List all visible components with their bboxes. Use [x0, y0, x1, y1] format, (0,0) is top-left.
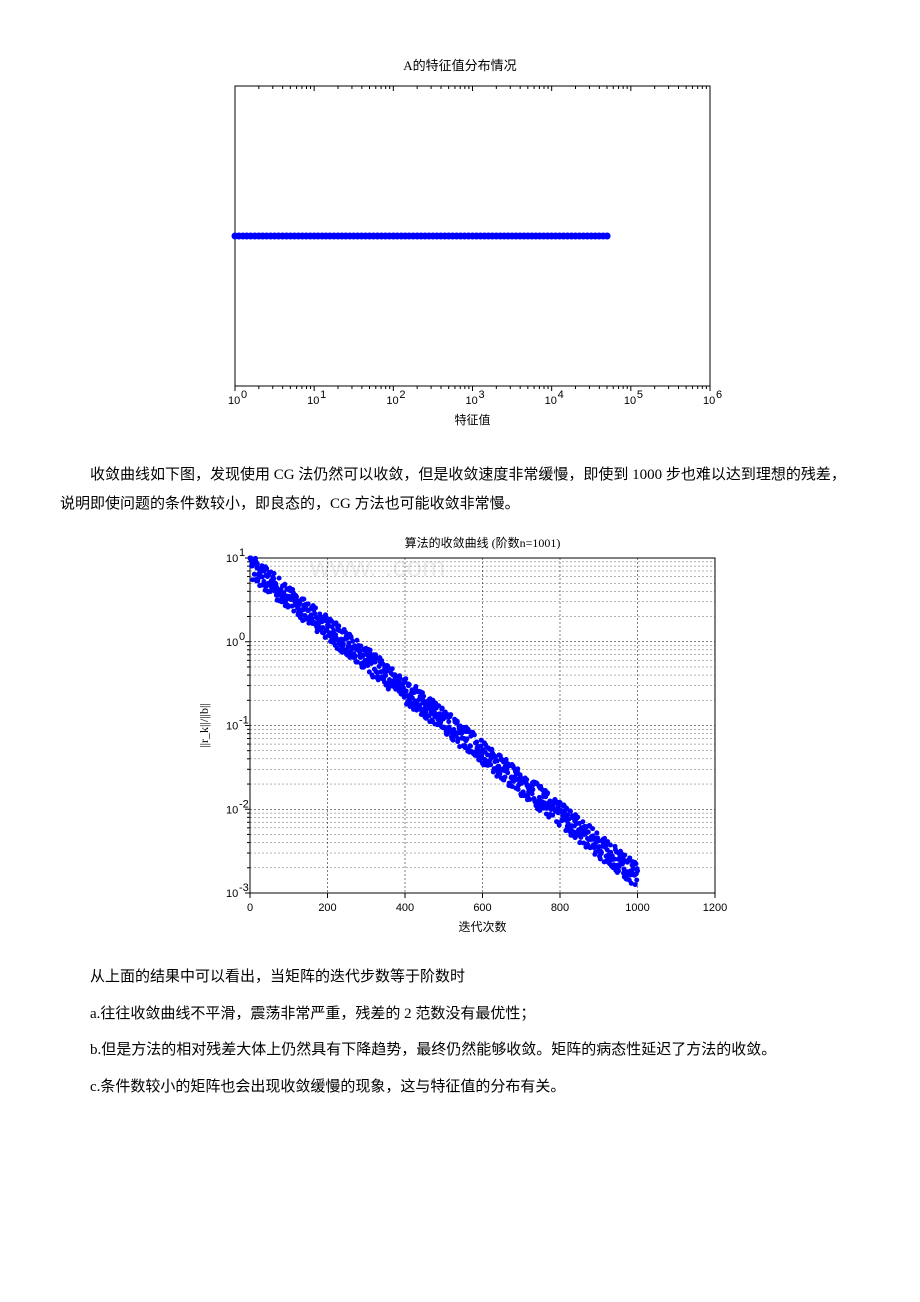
svg-text:3: 3 — [479, 389, 485, 401]
svg-text:10: 10 — [386, 395, 398, 407]
svg-text:5: 5 — [637, 389, 643, 401]
para-5: c.条件数较小的矩阵也会出现收敛缓慢的现象，这与特征值的分布有关。 — [60, 1073, 860, 1102]
eigenvalue-chart: A的特征值分布情况 100101102103104105106特征值 — [195, 55, 725, 436]
svg-text:10: 10 — [226, 888, 238, 900]
svg-text:600: 600 — [473, 902, 491, 914]
svg-text:0: 0 — [241, 389, 247, 401]
svg-text:迭代次数: 迭代次数 — [458, 919, 506, 934]
svg-text:算法的收敛曲线 (阶数n=1001): 算法的收敛曲线 (阶数n=1001) — [405, 535, 561, 550]
svg-text:-3: -3 — [239, 882, 249, 894]
svg-text:400: 400 — [396, 902, 414, 914]
svg-text:6: 6 — [716, 389, 722, 401]
svg-text:10: 10 — [307, 395, 319, 407]
svg-text:10: 10 — [226, 721, 238, 733]
para-1: 收敛曲线如下图，发现使用 CG 法仍然可以收敛，但是收敛速度非常缓慢，即使到 1… — [60, 461, 860, 518]
chart2-svg: 算法的收敛曲线 (阶数n=1001) 0 200 400 600 800 1000 1200 迭… — [190, 533, 730, 938]
convergence-chart: 算法的收敛曲线 (阶数n=1001) 0 200 400 600 800 1000 1200 迭… — [190, 533, 730, 938]
svg-text:0: 0 — [239, 631, 245, 643]
para-3: a.往往收敛曲线不平滑，震荡非常严重，残差的 2 范数没有最优性； — [60, 1000, 860, 1029]
para-2: 从上面的结果中可以看出，当矩阵的迭代步数等于阶数时 — [60, 963, 860, 992]
svg-text:0: 0 — [247, 902, 253, 914]
svg-text:1: 1 — [239, 547, 245, 559]
svg-text:4: 4 — [558, 389, 564, 401]
svg-text:||r_k||/||b||: ||r_k||/||b|| — [197, 703, 211, 748]
svg-text:10: 10 — [703, 395, 715, 407]
svg-text:1: 1 — [320, 389, 326, 401]
svg-text:10: 10 — [226, 553, 238, 565]
chart1-title: A的特征值分布情况 — [195, 55, 725, 74]
svg-text:10: 10 — [226, 637, 238, 649]
svg-text:-1: -1 — [239, 715, 249, 727]
svg-text:200: 200 — [318, 902, 336, 914]
chart1-svg: 100101102103104105106特征值 — [195, 76, 725, 436]
svg-text:1200: 1200 — [703, 902, 727, 914]
convergence-chart-container: 算法的收敛曲线 (阶数n=1001) 0 200 400 600 800 1000 1200 迭… — [60, 533, 860, 938]
eigenvalue-chart-container: A的特征值分布情况 100101102103104105106特征值 — [60, 55, 860, 436]
svg-text:特征值: 特征值 — [454, 412, 490, 427]
svg-text:10: 10 — [226, 804, 238, 816]
svg-text:-2: -2 — [239, 798, 249, 810]
svg-text:1000: 1000 — [625, 902, 649, 914]
svg-text:10: 10 — [228, 395, 240, 407]
svg-text:10: 10 — [624, 395, 636, 407]
svg-text:10: 10 — [466, 395, 478, 407]
svg-text:800: 800 — [551, 902, 569, 914]
svg-text:10: 10 — [545, 395, 557, 407]
para-4: b.但是方法的相对残差大体上仍然具有下降趋势，最终仍然能够收敛。矩阵的病态性延迟… — [60, 1036, 860, 1065]
svg-text:2: 2 — [399, 389, 405, 401]
